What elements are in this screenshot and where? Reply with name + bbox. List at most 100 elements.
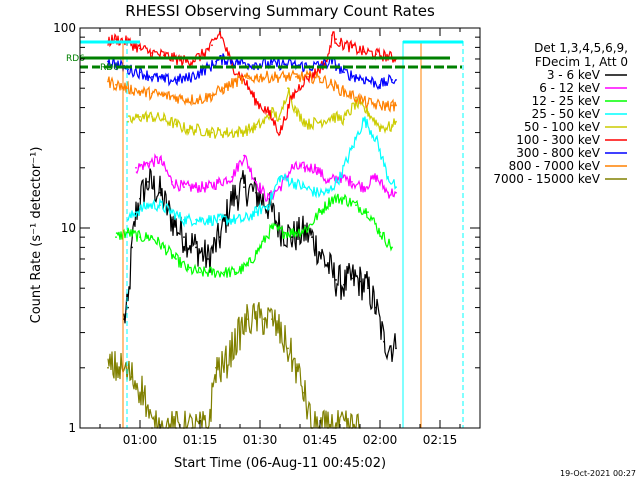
legend-item-label: 25 - 50 keV (532, 107, 601, 121)
data-point (215, 38, 217, 41)
data-point (307, 227, 309, 229)
data-point (235, 60, 237, 63)
data-point (267, 197, 269, 200)
data-point (311, 236, 313, 239)
data-point (335, 38, 337, 41)
data-point (315, 166, 317, 169)
data-point (259, 63, 261, 65)
data-point (279, 331, 281, 334)
data-point (219, 181, 221, 183)
series-line-9 (107, 302, 360, 429)
data-point (159, 191, 161, 194)
data-point (267, 204, 269, 207)
x-tick-label: 01:45 (303, 433, 338, 447)
data-point (295, 366, 297, 369)
data-point (131, 246, 133, 249)
series-line-7 (107, 53, 397, 91)
data-point (123, 318, 125, 321)
data-point (211, 94, 213, 97)
data-point (271, 318, 273, 321)
data-point (303, 186, 305, 189)
data-point (355, 204, 357, 207)
data-point (175, 258, 177, 260)
data-point (231, 197, 233, 200)
data-point (207, 186, 209, 189)
data-point (247, 264, 249, 267)
data-point (367, 111, 369, 113)
data-point (163, 118, 165, 121)
data-point (391, 126, 393, 128)
data-point (127, 306, 129, 309)
data-point (255, 318, 257, 321)
data-point (331, 34, 333, 37)
data-point (219, 218, 221, 221)
data-point (187, 268, 189, 271)
data-point (331, 115, 333, 118)
data-point (175, 123, 177, 126)
data-point (215, 366, 217, 369)
data-point (247, 128, 249, 131)
data-point (219, 236, 221, 239)
data-point (343, 283, 345, 286)
data-point (319, 120, 321, 123)
data-point (199, 271, 201, 274)
data-point (151, 52, 153, 54)
data-point (175, 96, 177, 99)
data-point (379, 83, 381, 86)
data-point (187, 98, 189, 101)
data-point (183, 218, 185, 221)
data-point (131, 376, 133, 378)
data-point (271, 227, 273, 229)
data-point (255, 211, 257, 214)
data-point (171, 181, 173, 183)
footer-date: 19-Oct-2021 00:27 (560, 469, 636, 478)
data-point (259, 75, 261, 78)
data-point (383, 340, 385, 343)
data-point (139, 47, 141, 50)
legend-item-label: 3 - 6 keV (547, 68, 601, 82)
data-point (295, 75, 297, 78)
data-point (115, 63, 117, 65)
data-point (375, 137, 377, 140)
data-point (163, 79, 165, 81)
data-point (127, 68, 129, 71)
legend-header: FDecim 1, Att 0 (535, 55, 628, 69)
data-point (163, 94, 165, 97)
data-point (147, 181, 149, 183)
data-point (363, 50, 365, 53)
series-layer (107, 30, 397, 429)
data-point (395, 79, 397, 81)
data-point (331, 60, 333, 63)
data-point (107, 60, 109, 63)
data-point (391, 246, 393, 249)
data-point (375, 306, 377, 309)
data-point (159, 158, 161, 161)
data-point (295, 111, 297, 113)
legend-item-label: 50 - 100 keV (524, 120, 601, 134)
y-tick-label: 100 (53, 21, 76, 35)
data-point (223, 131, 225, 134)
data-point (199, 128, 201, 131)
data-point (127, 218, 129, 221)
data-point (367, 287, 369, 290)
legend-item-label: 6 - 12 keV (539, 81, 601, 95)
data-point (291, 181, 293, 183)
data-point (151, 115, 153, 118)
data-point (287, 347, 289, 350)
data-point (219, 31, 221, 34)
data-point (115, 38, 117, 41)
data-point (363, 186, 365, 189)
data-point (171, 211, 173, 214)
data-point (115, 83, 117, 86)
data-point (351, 147, 353, 150)
data-point (195, 246, 197, 249)
data-point (235, 80, 237, 83)
data-point (343, 71, 345, 74)
data-point (351, 46, 353, 49)
data-point (135, 211, 137, 214)
legend-item-label: 12 - 25 keV (532, 94, 601, 108)
data-point (147, 204, 149, 207)
data-point (163, 54, 165, 57)
data-point (107, 80, 109, 83)
